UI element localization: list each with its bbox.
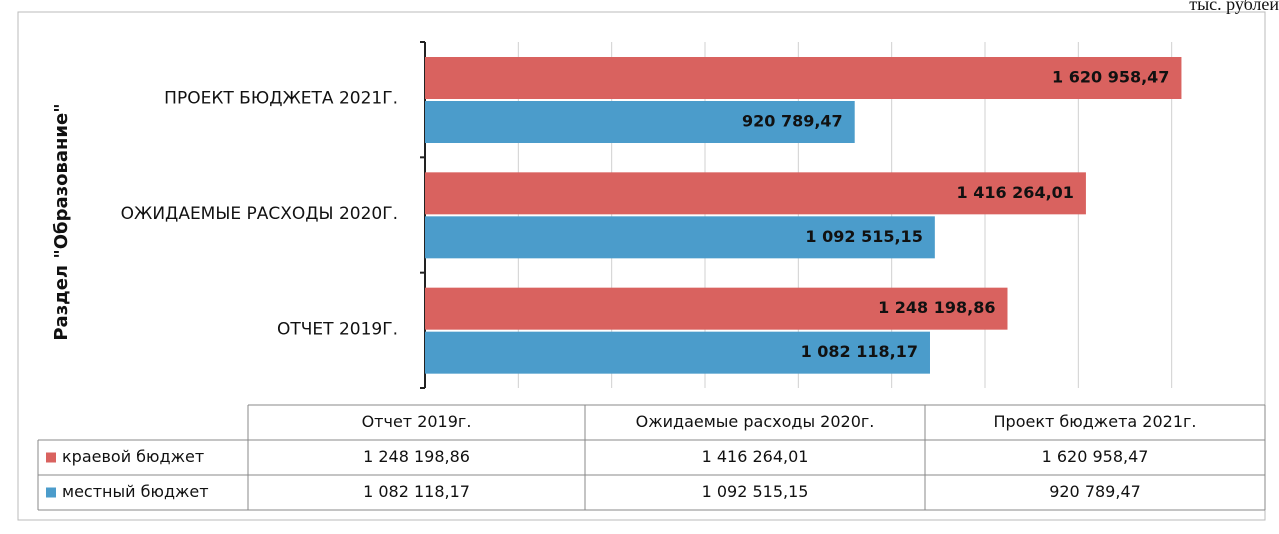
category-label: Отчет 2019г.: [277, 319, 398, 339]
table-header: Ожидаемые расходы 2020г.: [636, 412, 875, 431]
table-cell: 1 092 515,15: [702, 482, 809, 501]
category-label: Проект бюджета 2021г.: [164, 89, 398, 109]
data-label: 920 789,47: [742, 112, 843, 131]
bar: [425, 331, 930, 374]
data-label: 1 416 264,01: [957, 183, 1074, 202]
data-label: 1 248 198,86: [878, 298, 995, 317]
data-label: 1 082 118,17: [801, 342, 918, 361]
bar: [425, 216, 935, 259]
y-axis-title: Раздел "Образование": [51, 103, 72, 340]
unit-note: тыс. рублей: [1189, 0, 1279, 14]
bar: [425, 101, 855, 143]
data-label: 1 092 515,15: [805, 227, 922, 246]
table-cell: 1 620 958,47: [1042, 447, 1149, 466]
bar: [425, 57, 1182, 99]
legend-swatch: [46, 487, 56, 498]
bar: [425, 172, 1086, 215]
bar: [425, 287, 1008, 330]
table-cell: 1 248 198,86: [363, 447, 470, 466]
table-cell: 1 416 264,01: [702, 447, 809, 466]
legend-label: краевой бюджет: [62, 447, 204, 466]
category-label: Ожидаемые расходы 2020г.: [121, 204, 398, 224]
table-cell: 920 789,47: [1049, 482, 1141, 501]
table-header: Отчет 2019г.: [362, 412, 472, 431]
data-label: 1 620 958,47: [1052, 68, 1169, 87]
table-cell: 1 082 118,17: [363, 482, 470, 501]
chart-frame: [17, 11, 1266, 521]
legend-swatch: [46, 452, 56, 463]
table-header: Проект бюджета 2021г.: [994, 412, 1197, 431]
legend-label: местный бюджет: [62, 482, 209, 501]
